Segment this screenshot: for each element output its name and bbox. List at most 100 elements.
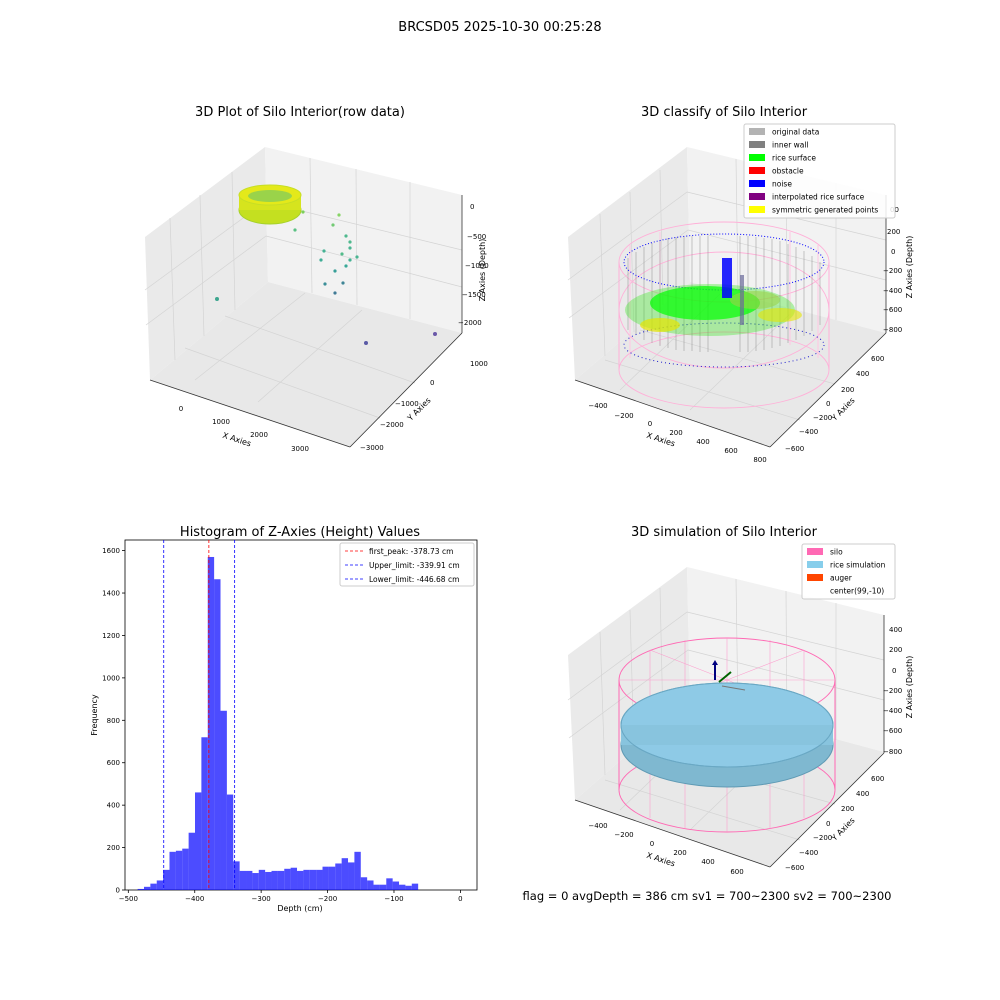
figure-suptitle: BRCSD05 2025-10-30 00:25:28 bbox=[398, 20, 601, 35]
histogram-bar bbox=[137, 888, 144, 890]
histogram-bar bbox=[156, 880, 164, 890]
panel-classify-title: 3D classify of Silo Interior bbox=[641, 105, 808, 120]
sim-ztick-label: 400 bbox=[889, 626, 902, 634]
histogram-bar bbox=[271, 870, 278, 890]
histogram-xticks: −500 −400 −300 −200 −100 0 bbox=[119, 890, 463, 903]
raw-ytick-label: −1000 bbox=[395, 400, 419, 408]
panel-raw-points bbox=[215, 184, 437, 345]
histogram-ytick-label: 600 bbox=[107, 759, 120, 767]
histogram-bar bbox=[373, 884, 380, 890]
histogram-bar bbox=[188, 832, 196, 890]
classify-legend-swatch bbox=[749, 206, 765, 213]
simulation-legend-label: auger bbox=[830, 574, 853, 583]
histogram-legend: first_peak: -378.73 cm Upper_limit: -339.… bbox=[339, 542, 475, 587]
sim-xtick-label: −200 bbox=[614, 831, 633, 839]
raw-xtick-label: 2000 bbox=[250, 431, 268, 439]
classify-legend-swatch bbox=[749, 167, 765, 174]
histogram-xtick-label: −300 bbox=[252, 895, 271, 903]
histogram-bar bbox=[252, 873, 259, 890]
histogram-bar bbox=[297, 870, 304, 890]
classify-zlabel: Z Axies (Depth) bbox=[905, 236, 914, 299]
histogram-xtick-label: −200 bbox=[318, 895, 337, 903]
histogram-legend-label: Lower_limit: -446.68 cm bbox=[369, 575, 459, 584]
histogram-ytick-label: 0 bbox=[116, 887, 120, 895]
histogram-bar bbox=[220, 710, 227, 890]
sim-ytick-label: 200 bbox=[841, 805, 854, 813]
classify-xtick-label: 800 bbox=[753, 456, 766, 464]
sim-ytick-label: −400 bbox=[799, 849, 818, 857]
classify-legend: original data inner wall rice surface obsta… bbox=[743, 123, 896, 219]
classify-ztick-label: −600 bbox=[883, 306, 902, 314]
sim-ztick-label: −200 bbox=[883, 687, 902, 695]
histogram-title: Histogram of Z-Axies (Height) Values bbox=[180, 525, 420, 540]
histogram-bar bbox=[399, 884, 406, 890]
histogram-xlabel: Depth (cm) bbox=[277, 904, 322, 913]
raw-ytick-label: −3000 bbox=[360, 444, 384, 452]
histogram-bar bbox=[169, 851, 176, 890]
raw-ytick-label: −2000 bbox=[380, 421, 404, 429]
histogram-yticks: 0 200 400 600 800 1000 1200 1400 1600 bbox=[102, 547, 125, 895]
classify-legend-swatch bbox=[749, 180, 765, 187]
classify-ytick-label: 600 bbox=[871, 355, 884, 363]
classify-ytick-label: −200 bbox=[813, 414, 832, 422]
histogram-ytick-label: 800 bbox=[107, 717, 120, 725]
panel-simulation: 3D simulation of Silo Interior bbox=[567, 525, 914, 876]
classify-legend-label: noise bbox=[772, 180, 792, 189]
histogram-bar bbox=[328, 866, 336, 890]
classify-legend-swatch bbox=[749, 128, 765, 135]
histogram-bar bbox=[316, 869, 323, 890]
histogram-bar bbox=[143, 886, 151, 890]
sim-ytick-label: 400 bbox=[856, 790, 869, 798]
histogram-bar bbox=[411, 883, 419, 890]
panel-raw-title: 3D Plot of Silo Interior(row data) bbox=[195, 105, 405, 120]
sim-xtick-label: 400 bbox=[701, 858, 714, 866]
classify-ztick-label: 0 bbox=[891, 248, 895, 256]
histogram-bar bbox=[386, 878, 393, 890]
simulation-legend: silo rice simulation auger center(99,-10) bbox=[801, 543, 896, 600]
histogram-ytick-label: 400 bbox=[107, 802, 120, 810]
panel-classify-scene bbox=[618, 221, 830, 409]
sim-ytick-label: 600 bbox=[871, 775, 884, 783]
sim-ztick-label: 0 bbox=[892, 667, 896, 675]
sim-ztick-label: −400 bbox=[883, 707, 902, 715]
sim-xtick-label: −400 bbox=[588, 822, 607, 830]
histogram-legend-label: Upper_limit: -339.91 cm bbox=[369, 561, 460, 570]
classify-legend-swatch bbox=[749, 154, 765, 161]
classify-legend-swatch bbox=[749, 141, 765, 148]
histogram-ytick-label: 200 bbox=[107, 844, 120, 852]
histogram-bar bbox=[201, 737, 208, 890]
raw-ztick-label: 0 bbox=[470, 203, 474, 211]
sim-zlabel: Z Axies (Depth) bbox=[905, 656, 914, 719]
histogram-bar bbox=[341, 858, 349, 890]
status-text: flag = 0 avgDepth = 386 cm sv1 = 700~230… bbox=[523, 889, 892, 903]
histogram-bar bbox=[309, 869, 317, 890]
classify-ztick-label: −800 bbox=[883, 326, 902, 334]
sim-xtick-label: 0 bbox=[650, 840, 654, 848]
classify-xtick-label: 600 bbox=[724, 447, 737, 455]
histogram-bar bbox=[360, 877, 368, 890]
histogram-frame bbox=[124, 539, 478, 891]
simulation-legend-label: rice simulation bbox=[830, 561, 886, 570]
raw-xlabel: X Axies bbox=[221, 431, 252, 449]
sim-ztick-label: −800 bbox=[883, 748, 902, 756]
classify-legend-label: rice surface bbox=[772, 154, 816, 163]
sim-ylabel: Y Axies bbox=[829, 816, 857, 844]
raw-ytick-label: 1000 bbox=[470, 360, 488, 368]
classify-xtick-label: 200 bbox=[669, 429, 682, 437]
sim-ztick-label: −600 bbox=[883, 727, 902, 735]
histogram-bar bbox=[335, 863, 342, 890]
histogram-bar bbox=[182, 848, 189, 890]
simulation-legend-swatch bbox=[807, 574, 823, 581]
classify-ytick-label: −400 bbox=[799, 428, 818, 436]
histogram-bar bbox=[354, 851, 361, 890]
histogram-xtick-label: −100 bbox=[384, 895, 403, 903]
histogram-bar bbox=[277, 870, 285, 890]
classify-legend-swatch bbox=[749, 193, 765, 200]
histogram-xtick-label: −400 bbox=[185, 895, 204, 903]
sim-xtick-label: 200 bbox=[673, 849, 686, 857]
raw-xtick-label: 1000 bbox=[212, 418, 230, 426]
classify-ytick-label: 0 bbox=[826, 400, 830, 408]
histogram-xtick-label: 0 bbox=[458, 895, 462, 903]
raw-ztick-label: −1500 bbox=[462, 291, 486, 299]
histogram-bar bbox=[239, 870, 247, 890]
